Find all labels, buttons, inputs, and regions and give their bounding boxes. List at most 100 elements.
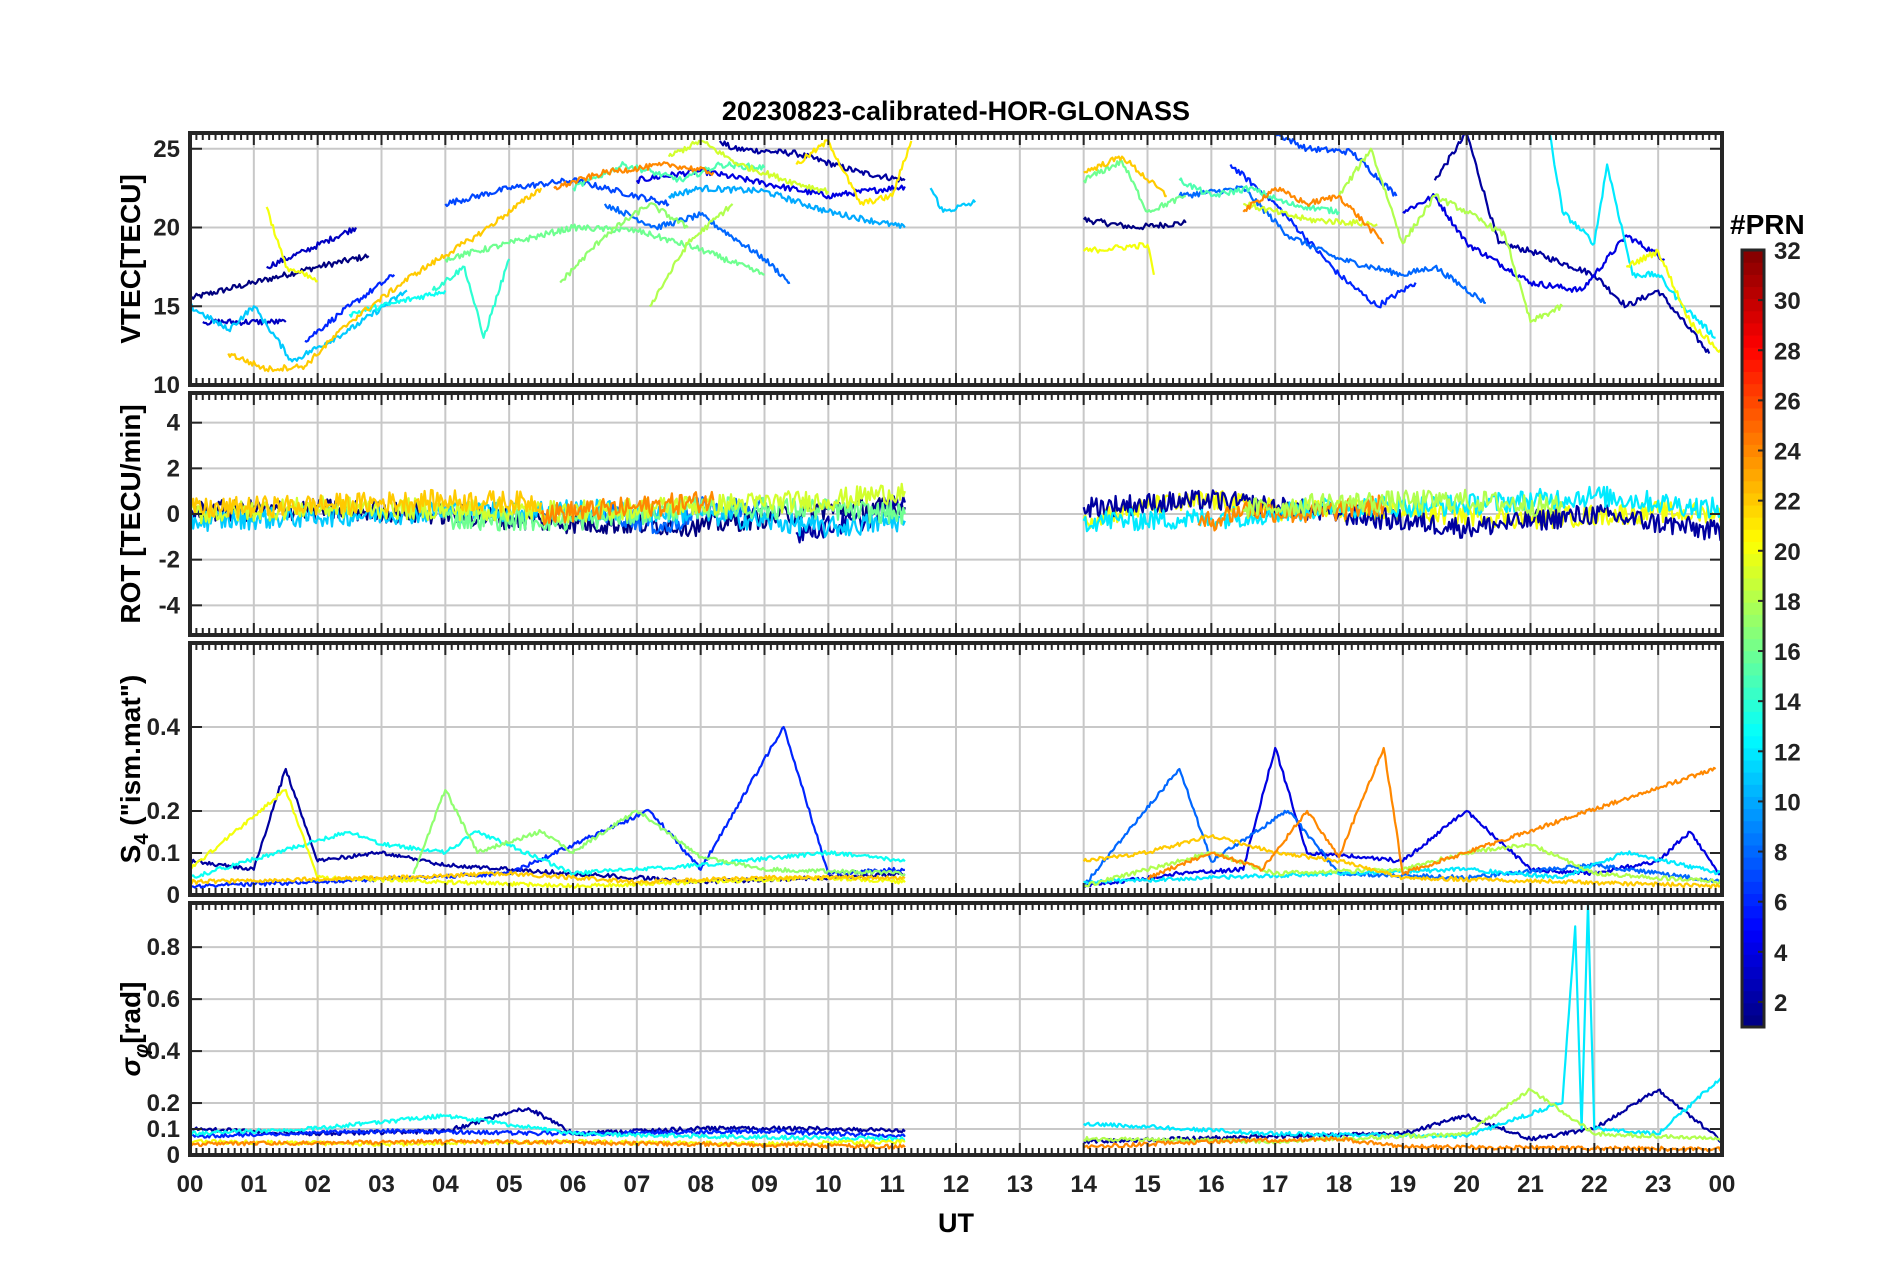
- panel-vtec: 10 15 20 25 VTEC[TECU]: [115, 131, 1724, 399]
- colorbar-band: [1742, 638, 1764, 652]
- series-prn-2: [1433, 133, 1711, 354]
- y-tick-label: 0.8: [147, 934, 180, 961]
- colorbar-tick-label: 22: [1774, 489, 1801, 516]
- series-group: [190, 725, 1722, 889]
- series-group: [190, 903, 1722, 1152]
- x-tick-label: 21: [1517, 1171, 1544, 1198]
- chart-title: 20230823-calibrated-HOR-GLONASS: [722, 96, 1190, 126]
- x-tick-label: 22: [1581, 1171, 1608, 1198]
- colorbar-band: [1742, 407, 1764, 421]
- x-tick-label: 18: [1326, 1171, 1353, 1198]
- colorbar-band: [1742, 589, 1764, 603]
- panel-rot: -4 -2 0 2 4 ROT [TECU/min]: [115, 391, 1724, 637]
- series-prn-15: [1178, 177, 1340, 216]
- colorbar-band: [1742, 662, 1764, 676]
- series-prn-7: [444, 177, 670, 208]
- series-prn-3: [266, 227, 358, 270]
- colorbar-band: [1742, 929, 1764, 943]
- colorbar-band: [1742, 383, 1764, 397]
- series-group: [190, 133, 1722, 373]
- y-tick-label: 20: [153, 215, 180, 242]
- colorbar-band: [1742, 565, 1764, 579]
- colorbar-band: [1742, 602, 1764, 615]
- colorbar-band: [1742, 772, 1764, 785]
- colorbar-band: [1742, 687, 1764, 700]
- series-prn-24: [1147, 746, 1717, 880]
- colorbar-band: [1742, 832, 1764, 846]
- series-prn-8: [603, 203, 791, 285]
- colorbar-tick-label: 14: [1774, 689, 1801, 716]
- colorbar-band: [1742, 942, 1764, 955]
- colorbar-band: [1742, 674, 1764, 688]
- colorbar-band: [1742, 711, 1764, 725]
- series-prn-2: [190, 1107, 906, 1137]
- colorbar-band: [1742, 820, 1764, 834]
- series-prn-1: [190, 253, 370, 300]
- series-prn-1: [1082, 216, 1187, 231]
- colorbar-tick-label: 10: [1774, 789, 1801, 816]
- colorbar-band: [1742, 978, 1764, 992]
- series-prn-19: [667, 139, 830, 195]
- series-prn-11: [929, 187, 977, 213]
- colorbar-band: [1742, 444, 1764, 457]
- series-prn-21: [795, 139, 913, 206]
- series-prn-22: [190, 488, 543, 519]
- colorbar-frame: [1740, 248, 1766, 1029]
- colorbar-band: [1742, 759, 1764, 773]
- series-prn-24: [190, 1138, 906, 1150]
- panel-sigphi: 00.10.2 0.4 0.6 0.8 σφ[rad]: [115, 901, 1724, 1169]
- series-prn-12: [1548, 133, 1716, 339]
- x-ticks: [189, 133, 1723, 386]
- colorbar-band: [1742, 298, 1764, 312]
- colorbar-band: [1742, 262, 1764, 275]
- colorbar-band: [1742, 747, 1764, 761]
- colorbar-band: [1742, 917, 1764, 931]
- series-prn-22: [190, 870, 906, 885]
- series-prn-16: [444, 495, 906, 532]
- series-prn-22: [1082, 834, 1722, 889]
- colorbar-band: [1742, 286, 1764, 300]
- colorbar-band: [1742, 468, 1764, 482]
- x-tick-label: 13: [1006, 1171, 1033, 1198]
- colorbar-band: [1742, 881, 1764, 895]
- y-tick-label: 0.2: [147, 1090, 180, 1117]
- colorbar-band: [1742, 844, 1764, 858]
- colorbar-band: [1742, 359, 1764, 373]
- x-tick-label: 00: [177, 1171, 204, 1198]
- colorbar-band: [1742, 432, 1764, 445]
- series-prn-4: [1402, 193, 1666, 293]
- x-ticks: [189, 643, 1723, 896]
- y-axis-label-vtec: VTEC[TECU]: [115, 174, 146, 344]
- colorbar-band: [1742, 735, 1764, 749]
- x-tick-label: 01: [240, 1171, 267, 1198]
- colorbar-band: [1742, 553, 1764, 567]
- colorbar-band: [1742, 456, 1764, 470]
- y-axis-label-rot: ROT [TECU/min]: [115, 404, 146, 623]
- series-prn-24: [540, 490, 715, 526]
- x-tick-label: 14: [1070, 1171, 1097, 1198]
- series-prn-13: [348, 289, 447, 318]
- colorbar-band: [1742, 966, 1764, 980]
- colorbar-label: #PRN: [1730, 209, 1805, 240]
- x-tick-label: 23: [1645, 1171, 1672, 1198]
- colorbar-tick-label: 32: [1774, 238, 1801, 265]
- series-prn-18: [1337, 147, 1564, 324]
- series-prn-2: [718, 140, 906, 183]
- y-tick-label: 0.6: [147, 986, 180, 1013]
- colorbar-tick-label: 20: [1774, 539, 1801, 566]
- colorbar-tick-label: 4: [1774, 940, 1788, 967]
- x-tick-label: 04: [432, 1171, 459, 1198]
- series-prn-10: [667, 184, 906, 229]
- series-prn-16: [444, 223, 765, 276]
- colorbar-band: [1742, 614, 1764, 627]
- colorbar-tick-label: 8: [1774, 840, 1787, 867]
- x-tick-label: 16: [1198, 1171, 1225, 1198]
- colorbar-band: [1742, 504, 1764, 518]
- series-prn-22: [227, 187, 543, 373]
- series-prn-6: [304, 274, 396, 343]
- colorbar-band: [1742, 990, 1764, 1004]
- y-tick-label: 10: [153, 372, 180, 399]
- series-prn-19: [1243, 201, 1378, 228]
- colorbar-band: [1742, 893, 1764, 907]
